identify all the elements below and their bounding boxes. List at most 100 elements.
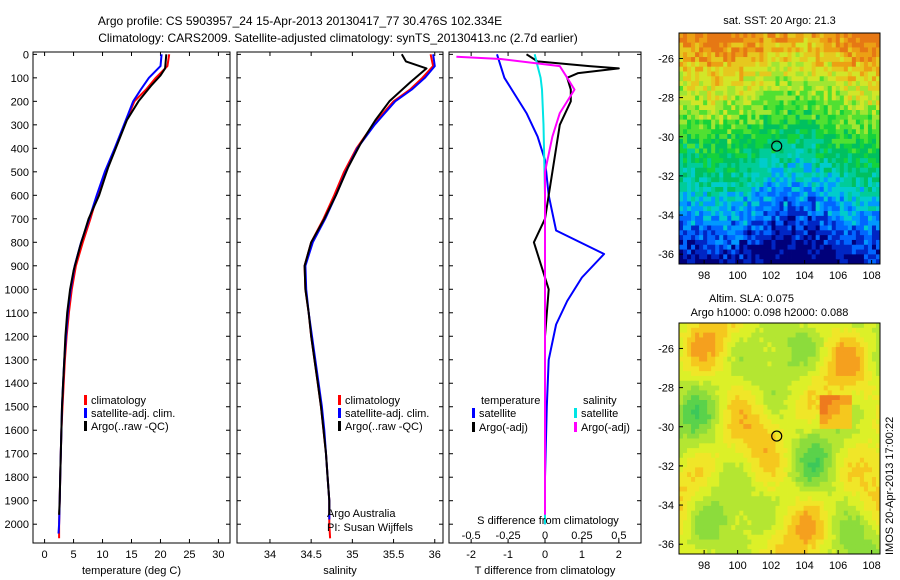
map-y-tick-label: -32 (658, 171, 674, 183)
y-tick-label: 800 (11, 237, 29, 249)
x-tick-label: 0 (42, 549, 48, 561)
x-tick-label: 34.5 (300, 549, 321, 561)
difference-panel: -2 -1 0 1 2T difference from climatology S di… (448, 51, 642, 577)
top-tick-label: 0.5 (611, 530, 626, 542)
y-tick-label: 400 (11, 143, 29, 155)
map-y-tick-label: -30 (658, 132, 674, 144)
x-tick-label: 30 (212, 549, 224, 561)
y-tick-label: 1600 (5, 425, 29, 437)
legend-label: satellite-adj. clim. (91, 408, 175, 420)
salinity-panel: 34 34.5 35 35.5 36 salinity climatologysatelli… (236, 51, 444, 577)
y-tick-label: 1700 (5, 449, 29, 461)
map-y-tick-label: -32 (658, 461, 674, 473)
x-tick-label: -1 (503, 549, 513, 561)
x-tick-label: 25 (183, 549, 195, 561)
map-x-tick-label: 102 (762, 560, 780, 572)
map-x-tick-label: 98 (698, 270, 710, 282)
map-y-tick-label: -26 (658, 343, 674, 355)
legend-label: satellite (581, 408, 618, 420)
x-tick-label: 2 (616, 549, 622, 561)
figure-title-line2: Climatology: CARS2009. Satellite-adjuste… (98, 31, 578, 45)
map-frame (678, 322, 881, 555)
x-axis-label: T difference from climatology (475, 565, 616, 577)
x-tick-label: 0 (542, 549, 548, 561)
map-y-tick-label: -34 (658, 500, 674, 512)
series-line-temperature-satellite (496, 54, 606, 525)
top-tick-label: 0 (542, 530, 548, 542)
y-tick-label: 300 (11, 120, 29, 132)
legend-swatch (338, 408, 341, 418)
map-y-tick-label: -28 (658, 93, 674, 105)
map-y-tick-label: -30 (658, 422, 674, 434)
series-line-argo-raw-qc- (58, 54, 168, 515)
legend-swatch (84, 395, 87, 405)
legend-label: Argo(-adj) (479, 422, 528, 434)
argo-float-marker (771, 140, 783, 152)
top-tick-label: -0.5 (462, 530, 481, 542)
legend-swatch (472, 408, 475, 418)
legend-swatch (472, 422, 475, 432)
legend-swatch (84, 408, 87, 418)
legend-salinity-heading: salinity (583, 395, 617, 407)
x-tick-label: 5 (70, 549, 76, 561)
map-x-tick-label: 102 (762, 270, 780, 282)
series-line-argo-raw-qc- (303, 53, 428, 515)
legend-label: climatology (91, 395, 147, 407)
legend-label: Argo(..raw -QC) (345, 421, 423, 433)
y-tick-label: 500 (11, 167, 29, 179)
map-cells (679, 323, 881, 555)
y-tick-label: 1400 (5, 378, 29, 390)
sst-map: 98 100 102 104 106 108 -26 -28 -30 -32 -34 -36 sat. … (658, 15, 881, 282)
map-subtitle: Argo h1000: 0.098 h2000: 0.088 (691, 307, 849, 319)
legend-label: Argo(-adj) (581, 422, 630, 434)
map-y-tick-label: -34 (658, 210, 674, 222)
argo-float-marker (771, 430, 783, 442)
legend-swatch (338, 421, 341, 431)
y-tick-label: 1000 (5, 284, 29, 296)
map-y-tick-label: -28 (658, 383, 674, 395)
annotation-pi-name: PI: Susan Wijffels (327, 522, 413, 534)
map-y-tick-label: -36 (658, 249, 674, 261)
map-y-tick-label: -36 (658, 539, 674, 551)
x-tick-label: 35 (346, 549, 358, 561)
top-tick-label: -0.25 (496, 530, 521, 542)
map-x-tick-label: 104 (795, 560, 813, 572)
x-tick-label: 10 (96, 549, 108, 561)
legend-label: climatology (345, 395, 401, 407)
map-frame (678, 32, 881, 265)
map-cells (679, 33, 881, 265)
figure-title-line1: Argo profile: CS 5903957_24 15-Apr-2013 … (98, 14, 502, 28)
x-tick-label: 34 (264, 549, 276, 561)
y-tick-label: 1200 (5, 331, 29, 343)
map-x-tick-label: 98 (698, 560, 710, 572)
map-x-tick-label: 106 (829, 270, 847, 282)
y-tick-label: 200 (11, 96, 29, 108)
map-x-tick-label: 104 (795, 270, 813, 282)
y-tick-label: 1500 (5, 402, 29, 414)
sla-map: 98 100 102 104 106 108 -26 -28 -30 -32 -34 -36 Altim… (658, 293, 881, 572)
legend-swatch (84, 421, 87, 431)
x-tick-label: 35.5 (383, 549, 404, 561)
map-x-tick-label: 100 (728, 270, 746, 282)
y-tick-label: 1900 (5, 496, 29, 508)
map-title: sat. SST: 20 Argo: 21.3 (723, 15, 836, 27)
y-tick-label: 600 (11, 190, 29, 202)
y-tick-label: 2000 (5, 519, 29, 531)
top-axis-label: S difference from climatology (477, 515, 619, 527)
y-tick-label: 900 (11, 261, 29, 273)
top-tick-label: 0.25 (571, 530, 592, 542)
y-tick-label: 1100 (5, 308, 29, 320)
x-axis-label: temperature (deg C) (82, 565, 181, 577)
legend-swatch (338, 395, 341, 405)
map-x-tick-label: 108 (862, 270, 880, 282)
map-x-tick-label: 100 (728, 560, 746, 572)
x-tick-label: 36 (429, 549, 441, 561)
y-tick-label: 0 (23, 49, 29, 61)
legend-label: Argo(..raw -QC) (91, 421, 169, 433)
annotation-argo-australia: Argo Australia (327, 508, 396, 520)
map-y-tick-label: -26 (658, 53, 674, 65)
imos-timestamp: IMOS 20-Apr-2013 17:00:22 (884, 417, 896, 555)
legend-label: satellite (479, 408, 516, 420)
plot-frame (236, 51, 444, 544)
